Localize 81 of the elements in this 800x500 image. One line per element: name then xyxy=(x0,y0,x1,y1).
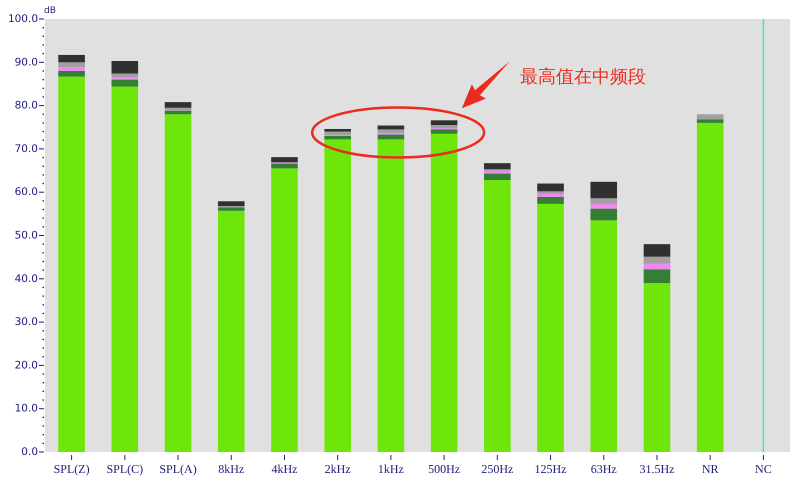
bar xyxy=(484,163,511,170)
bar xyxy=(324,136,351,140)
bar xyxy=(324,139,351,452)
bar xyxy=(644,256,670,264)
y-tick-label: 60.0 xyxy=(14,186,38,198)
y-tick-label: 20.0 xyxy=(14,359,38,372)
bar xyxy=(164,102,192,108)
bar xyxy=(271,168,298,452)
bar xyxy=(590,182,618,198)
x-tick-label: 31.5Hz xyxy=(639,462,674,476)
bar xyxy=(164,114,192,452)
x-tick-label: 63Hz xyxy=(590,462,617,476)
bar xyxy=(218,201,245,206)
bar xyxy=(430,120,458,126)
bar xyxy=(58,67,85,71)
bar xyxy=(430,129,458,134)
bar xyxy=(537,196,564,204)
x-tick-label: 125Hz xyxy=(534,462,567,476)
bar xyxy=(112,61,138,74)
bar xyxy=(218,207,245,211)
bar xyxy=(644,244,670,257)
bar xyxy=(58,62,85,68)
y-tick-label: 100.0 xyxy=(8,13,38,25)
bar xyxy=(590,204,618,209)
bar xyxy=(112,80,138,87)
bar xyxy=(537,194,564,197)
bar xyxy=(537,191,564,194)
bar xyxy=(112,77,138,80)
bar xyxy=(430,134,458,452)
bar xyxy=(324,132,351,136)
bar xyxy=(644,264,670,270)
x-tick-label: 4kHz xyxy=(271,462,298,476)
bar xyxy=(58,70,85,77)
x-tick-label: 8kHz xyxy=(218,462,244,476)
bar xyxy=(537,204,564,452)
bar xyxy=(484,174,511,180)
bar xyxy=(590,220,618,452)
bar xyxy=(378,126,404,130)
x-tick-label: NC xyxy=(755,462,772,476)
y-axis-title: dB xyxy=(44,6,56,16)
bar xyxy=(484,170,511,174)
annotation: 最高值在中频段 xyxy=(520,66,646,88)
x-tick-label: SPL(Z) xyxy=(54,462,90,476)
bar xyxy=(58,76,85,452)
y-tick-label: 90.0 xyxy=(14,56,38,68)
bar xyxy=(58,54,85,62)
bar xyxy=(537,184,564,192)
bar xyxy=(696,119,724,123)
bar xyxy=(484,180,511,452)
y-tick-label: 40.0 xyxy=(14,272,38,285)
bar xyxy=(324,128,351,132)
bar xyxy=(164,110,192,114)
bar xyxy=(164,108,192,111)
y-tick-label: 80.0 xyxy=(14,100,38,112)
bar xyxy=(378,129,404,133)
bar xyxy=(644,269,670,284)
bar xyxy=(218,210,245,452)
bar xyxy=(271,164,298,168)
bar xyxy=(696,114,724,120)
bar xyxy=(112,74,138,78)
bar xyxy=(378,134,404,140)
x-tick-label: 250Hz xyxy=(481,462,514,476)
bar xyxy=(644,283,670,452)
x-tick-label: 2kHz xyxy=(324,462,351,476)
bar xyxy=(378,139,404,452)
bar xyxy=(696,122,724,452)
bar xyxy=(590,198,618,204)
bar xyxy=(430,125,458,128)
x-tick-label: NR xyxy=(702,462,719,476)
x-tick-label: SPL(C) xyxy=(106,462,144,476)
bar xyxy=(112,86,138,452)
bar xyxy=(590,208,618,220)
y-tick-label: 70.0 xyxy=(14,142,38,155)
bar xyxy=(271,157,298,162)
x-tick-label: 1kHz xyxy=(378,462,404,476)
y-tick-label: 30.0 xyxy=(14,316,38,328)
x-tick-label: SPL(A) xyxy=(159,462,197,476)
y-tick-label: 0.0 xyxy=(21,446,38,458)
y-tick-label: 10.0 xyxy=(14,402,38,415)
y-tick-label: 50.0 xyxy=(14,230,38,242)
x-tick-label: 500Hz xyxy=(428,462,460,476)
